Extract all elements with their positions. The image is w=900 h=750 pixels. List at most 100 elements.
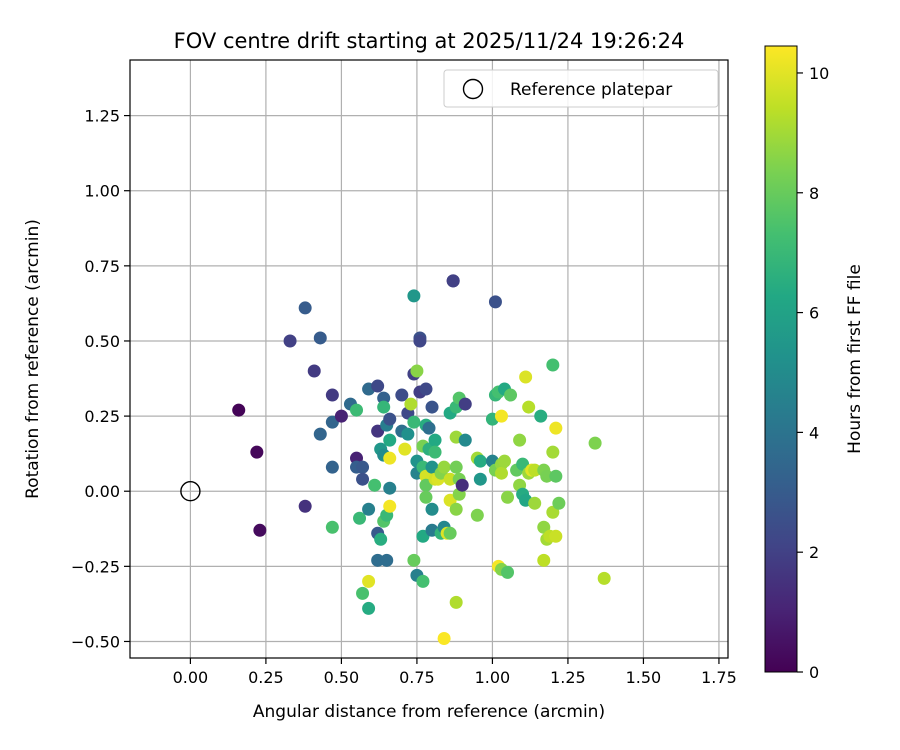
data-point bbox=[356, 586, 370, 600]
data-point bbox=[513, 433, 527, 447]
data-point bbox=[419, 490, 433, 504]
data-point bbox=[407, 553, 421, 567]
data-point bbox=[458, 397, 472, 411]
data-points bbox=[232, 274, 611, 645]
data-point bbox=[413, 334, 427, 348]
data-point bbox=[458, 433, 472, 447]
data-point bbox=[362, 574, 376, 588]
y-axis-label: Rotation from reference (arcmin) bbox=[23, 219, 43, 499]
data-point bbox=[232, 403, 246, 417]
x-tick-label: 1.75 bbox=[701, 668, 737, 687]
data-point bbox=[407, 289, 421, 303]
data-point bbox=[377, 391, 391, 405]
reference-platepar-marker bbox=[180, 481, 201, 502]
data-point bbox=[298, 499, 312, 513]
data-point bbox=[383, 412, 397, 426]
data-point bbox=[401, 427, 415, 441]
data-point bbox=[371, 553, 385, 567]
colorbar-tick-label: 0 bbox=[809, 663, 819, 682]
data-point bbox=[371, 379, 385, 393]
data-point bbox=[443, 526, 457, 540]
data-point bbox=[356, 460, 370, 474]
data-point bbox=[437, 460, 451, 474]
legend-box bbox=[443, 69, 719, 108]
data-point bbox=[353, 511, 367, 525]
data-point bbox=[488, 295, 502, 309]
data-point bbox=[407, 415, 421, 429]
data-point bbox=[549, 529, 563, 543]
data-point bbox=[283, 334, 297, 348]
data-point bbox=[519, 370, 533, 384]
colorbar-tick-label: 10 bbox=[809, 64, 829, 83]
colorbar-tick-label: 8 bbox=[809, 184, 819, 203]
x-tick-label: 0.75 bbox=[399, 668, 435, 687]
data-point bbox=[504, 388, 518, 402]
data-point bbox=[470, 508, 484, 522]
y-tick-label: 1.25 bbox=[84, 107, 120, 126]
data-point bbox=[383, 499, 397, 513]
x-ticks: 0.00 0.25 0.50 0.75 1.00 1.25 1.50 1.75 bbox=[173, 658, 737, 687]
data-point bbox=[546, 445, 560, 459]
data-point bbox=[374, 532, 388, 546]
legend-reference-marker-icon bbox=[462, 78, 484, 100]
data-point bbox=[546, 358, 560, 372]
y-tick-label: 0.50 bbox=[84, 332, 120, 351]
data-point bbox=[368, 478, 382, 492]
legend-entry-label: Reference platepar bbox=[510, 80, 672, 100]
data-point bbox=[501, 490, 515, 504]
y-tick-label: 0.25 bbox=[84, 407, 120, 426]
data-point bbox=[395, 388, 409, 402]
data-point bbox=[380, 553, 394, 567]
data-point bbox=[501, 565, 515, 579]
data-point bbox=[334, 409, 348, 423]
data-point bbox=[250, 445, 264, 459]
data-point bbox=[298, 301, 312, 315]
x-axis-label: Angular distance from reference (arcmin) bbox=[253, 702, 605, 722]
data-point bbox=[410, 364, 424, 378]
colorbar-gradient bbox=[764, 45, 798, 673]
colorbar-tick-label: 6 bbox=[809, 304, 819, 323]
data-point bbox=[449, 595, 463, 609]
plot-frame bbox=[129, 59, 729, 659]
data-point bbox=[437, 631, 451, 645]
legend: Reference platepar bbox=[443, 69, 719, 108]
y-ticks: −0.50 −0.25 0.00 0.25 0.50 0.75 1.00 1.25 bbox=[71, 107, 130, 651]
data-point bbox=[419, 382, 433, 396]
x-tick-label: 1.00 bbox=[475, 668, 511, 687]
data-point bbox=[425, 400, 439, 414]
data-point bbox=[425, 502, 439, 516]
data-point bbox=[313, 331, 327, 345]
colorbar-tick-label: 4 bbox=[809, 423, 819, 442]
data-point bbox=[552, 496, 566, 510]
data-point bbox=[522, 400, 536, 414]
data-point bbox=[422, 421, 436, 435]
data-point bbox=[428, 433, 442, 447]
data-point bbox=[253, 523, 267, 537]
x-tick-label: 0.00 bbox=[173, 668, 209, 687]
data-point bbox=[416, 574, 430, 588]
data-point bbox=[325, 520, 339, 534]
data-point bbox=[383, 433, 397, 447]
data-point bbox=[528, 496, 542, 510]
data-point bbox=[307, 364, 321, 378]
data-point bbox=[494, 409, 508, 423]
y-tick-label: 0.75 bbox=[84, 257, 120, 276]
x-tick-label: 0.50 bbox=[324, 668, 360, 687]
data-point bbox=[528, 463, 542, 477]
data-point bbox=[404, 397, 418, 411]
colorbar-tick-label: 2 bbox=[809, 543, 819, 562]
data-point bbox=[473, 454, 487, 468]
data-point bbox=[356, 472, 370, 486]
data-point bbox=[540, 469, 554, 483]
y-tick-label: −0.50 bbox=[71, 632, 120, 651]
data-point bbox=[325, 460, 339, 474]
data-point bbox=[449, 502, 463, 516]
data-point bbox=[549, 469, 563, 483]
data-point bbox=[588, 436, 602, 450]
y-tick-label: 1.00 bbox=[84, 182, 120, 201]
data-point bbox=[362, 601, 376, 615]
data-point bbox=[537, 553, 551, 567]
chart-title: FOV centre drift starting at 2025/11/24 … bbox=[174, 29, 685, 53]
data-point bbox=[449, 460, 463, 474]
